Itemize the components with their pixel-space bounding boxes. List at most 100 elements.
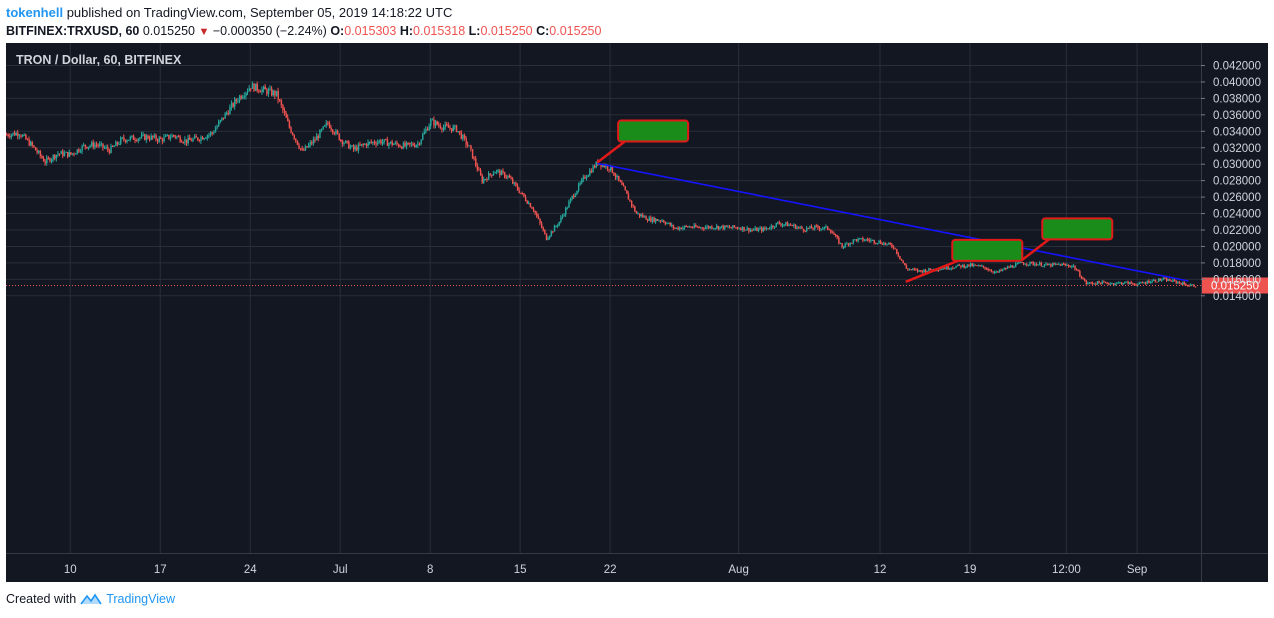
candle-up [738, 228, 741, 230]
candle-up [261, 89, 263, 93]
candle-up [1172, 279, 1174, 282]
candle-up [394, 142, 397, 145]
candle-down [645, 216, 647, 220]
candle-down [189, 137, 191, 140]
candle-down [1077, 270, 1080, 272]
candle-up [1116, 282, 1118, 284]
candle-down [467, 144, 469, 146]
candle-up [431, 119, 434, 121]
author-link[interactable]: tokenhell [6, 5, 64, 20]
candle-down [537, 216, 540, 219]
candle-up [165, 135, 167, 137]
y-tick-label: 0.024000 [1213, 209, 1261, 221]
candle-down [398, 144, 400, 147]
candle-down [108, 149, 111, 154]
candle-down [751, 229, 753, 231]
candle-down [44, 161, 46, 164]
candle-up [569, 198, 572, 202]
candle-down [1011, 265, 1014, 268]
y-tick-label: 0.020000 [1213, 241, 1261, 253]
candle-down [451, 128, 453, 132]
candle-down [346, 140, 349, 142]
candle-up [320, 129, 323, 131]
candle-up [372, 141, 374, 143]
candle-down [685, 225, 688, 227]
price-chart[interactable]: 0.015250 0.042000 0.040000 0.038000 0.03600… [6, 43, 1268, 582]
candle-up [783, 224, 786, 226]
candle-down [818, 227, 821, 230]
candle-down [250, 88, 252, 90]
candle-down [584, 176, 586, 179]
x-tick-label: 17 [154, 564, 167, 576]
candle-down [459, 131, 461, 133]
candle-up [765, 228, 768, 230]
candle-down [780, 224, 782, 226]
candle-down [862, 238, 864, 241]
candle-down [743, 226, 745, 231]
y-tick-label: 0.014000 [1213, 291, 1261, 303]
publish-header: tokenhell published on TradingView.com, … [6, 4, 1268, 40]
candle-down [889, 242, 892, 245]
candle-up [226, 112, 228, 114]
candle-down [9, 136, 11, 138]
candle-up [171, 135, 173, 138]
candle-up [579, 182, 581, 185]
candle-down [14, 132, 16, 136]
candle-up [113, 146, 116, 148]
candle-up [71, 153, 74, 155]
candle-up [205, 137, 207, 139]
candle-down [801, 226, 803, 229]
grid-lines [6, 43, 1201, 553]
candle-down [733, 225, 736, 228]
candle-down [1185, 284, 1187, 286]
candle-up [949, 268, 951, 270]
candle-up [1109, 283, 1112, 285]
candle-up [494, 171, 496, 174]
candle-down [20, 135, 22, 137]
candle-down [67, 151, 69, 157]
candle-up [238, 96, 241, 101]
candle-up [995, 271, 998, 273]
candle-down [476, 165, 479, 170]
candle-down [1064, 264, 1067, 266]
candle-down [614, 175, 617, 178]
candle-up [308, 144, 310, 148]
candle-up [769, 228, 771, 230]
candle-up [325, 122, 328, 126]
candle-up [184, 139, 186, 143]
candle-down [1079, 271, 1081, 277]
candle-down [531, 207, 533, 209]
candle-up [349, 146, 352, 149]
candle-down [227, 112, 230, 115]
candle-up [714, 228, 716, 230]
y-tick-label: 0.042000 [1213, 61, 1261, 73]
candle-down [1148, 280, 1150, 283]
candle-down [974, 264, 977, 266]
candle-down [523, 193, 525, 197]
candle-down [603, 164, 606, 167]
candle-down [1023, 262, 1025, 265]
candle-down [280, 100, 283, 106]
y-tick-label: 0.040000 [1213, 77, 1261, 89]
down-arrow-icon: ▼ [198, 26, 210, 38]
tradingview-link[interactable]: TradingView [106, 592, 175, 606]
candle-up [1129, 282, 1131, 285]
candle-down [362, 144, 365, 146]
candle-down [370, 141, 373, 143]
candle-up [886, 243, 888, 245]
candle-down [958, 264, 961, 266]
candle-down [916, 269, 919, 272]
candle-up [981, 265, 983, 267]
candle-down [327, 122, 329, 124]
candle-up [1071, 266, 1073, 268]
candle-down [810, 226, 813, 229]
chart-panel[interactable]: 0.015250 0.042000 0.040000 0.038000 0.03600… [6, 43, 1268, 582]
y-tick-label: 0.028000 [1213, 176, 1261, 188]
candle-up [648, 217, 651, 221]
candle-up [121, 137, 124, 139]
candle-down [629, 199, 631, 201]
candle-down [95, 144, 98, 146]
candle-up [978, 265, 980, 267]
candle-up [846, 243, 848, 245]
publish-line: tokenhell published on TradingView.com, … [6, 4, 1268, 22]
